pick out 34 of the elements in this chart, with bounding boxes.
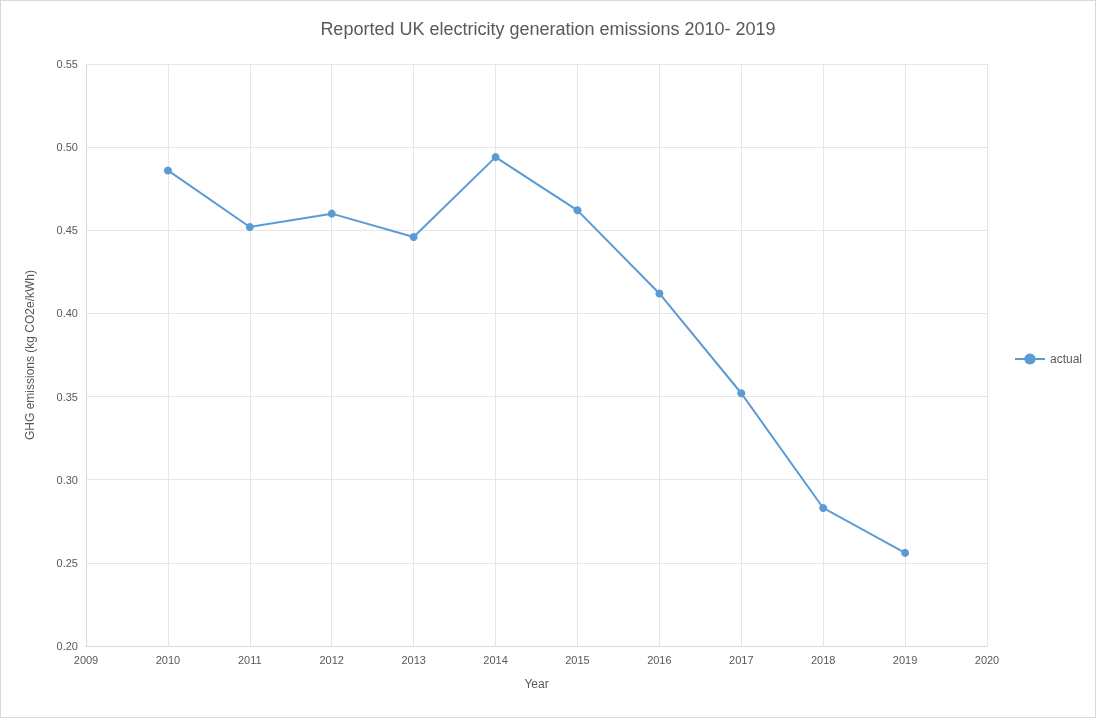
x-tick-label: 2010 [155, 653, 181, 666]
y-tick-label: 0.50 [56, 141, 78, 154]
y-tick-label: 0.35 [56, 390, 78, 403]
point [409, 232, 418, 241]
point [491, 153, 500, 162]
point [819, 503, 828, 512]
legend-label: actual [1049, 352, 1083, 366]
x-tick-label: 2013 [401, 653, 426, 666]
chart-title: Reported UK electricity generation emissions 2010- 2019 [320, 19, 776, 39]
y-tick-label: 0.25 [56, 556, 78, 569]
point [573, 206, 582, 215]
x-tick-label: 2011 [237, 653, 262, 666]
x-axis-title: Year [524, 677, 549, 691]
y-tick-label: 0.55 [56, 58, 78, 70]
x-tick-label: 2009 [73, 653, 99, 666]
point [327, 209, 336, 218]
x-tick-label: 2016 [647, 653, 672, 666]
y-tick-label: 0.40 [56, 307, 78, 320]
x-tick-label: 2012 [319, 653, 344, 666]
y-tick-label: 0.30 [56, 473, 78, 486]
y-axis-title: GHG emissions (kg CO2e/kWh) [23, 269, 37, 441]
y-tick-label: 0.20 [56, 640, 78, 652]
point [163, 166, 172, 175]
x-tick-label: 2020 [974, 653, 1000, 666]
point [655, 289, 664, 298]
x-tick-label: 2015 [565, 653, 590, 666]
x-tick-label: 2018 [810, 653, 836, 666]
point [901, 548, 910, 557]
x-tick-label: 2019 [892, 653, 918, 666]
point [245, 222, 254, 231]
point [737, 389, 746, 398]
x-tick-label: 2017 [729, 653, 754, 666]
y-tick-label: 0.45 [56, 224, 78, 237]
x-tick-label: 2014 [483, 653, 508, 666]
